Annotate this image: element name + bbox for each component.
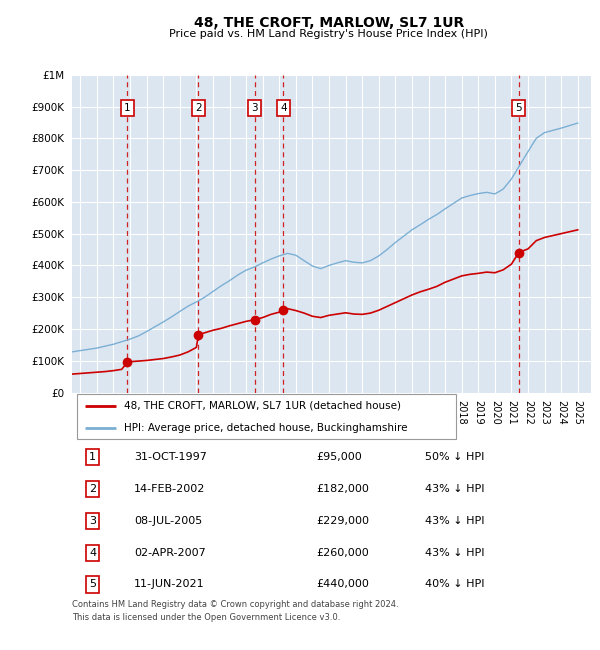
Text: 43% ↓ HPI: 43% ↓ HPI [425,548,484,558]
Text: £229,000: £229,000 [316,516,369,526]
Text: 2: 2 [195,103,202,113]
Text: £260,000: £260,000 [316,548,368,558]
Text: HPI: Average price, detached house, Buckinghamshire: HPI: Average price, detached house, Buck… [124,423,407,434]
Text: £182,000: £182,000 [316,484,369,494]
Text: 5: 5 [89,579,96,590]
Text: 48, THE CROFT, MARLOW, SL7 1UR: 48, THE CROFT, MARLOW, SL7 1UR [194,16,464,31]
Text: Contains HM Land Registry data © Crown copyright and database right 2024.
This d: Contains HM Land Registry data © Crown c… [72,601,398,622]
Text: 1: 1 [124,103,131,113]
Text: 48, THE CROFT, MARLOW, SL7 1UR (detached house): 48, THE CROFT, MARLOW, SL7 1UR (detached… [124,401,401,411]
Text: 4: 4 [280,103,287,113]
Text: 4: 4 [89,548,97,558]
Text: 31-OCT-1997: 31-OCT-1997 [134,452,207,462]
Text: 02-APR-2007: 02-APR-2007 [134,548,206,558]
Text: 14-FEB-2002: 14-FEB-2002 [134,484,206,494]
Text: 43% ↓ HPI: 43% ↓ HPI [425,484,484,494]
Text: Price paid vs. HM Land Registry's House Price Index (HPI): Price paid vs. HM Land Registry's House … [169,29,488,39]
Text: 43% ↓ HPI: 43% ↓ HPI [425,516,484,526]
Text: 11-JUN-2021: 11-JUN-2021 [134,579,205,590]
Text: 3: 3 [89,516,96,526]
Text: 1: 1 [89,452,96,462]
Text: £95,000: £95,000 [316,452,362,462]
Text: 3: 3 [251,103,258,113]
Text: 08-JUL-2005: 08-JUL-2005 [134,516,203,526]
FancyBboxPatch shape [77,395,456,439]
Text: £440,000: £440,000 [316,579,369,590]
Text: 50% ↓ HPI: 50% ↓ HPI [425,452,484,462]
Text: 5: 5 [515,103,522,113]
Text: 40% ↓ HPI: 40% ↓ HPI [425,579,484,590]
Text: 2: 2 [89,484,97,494]
